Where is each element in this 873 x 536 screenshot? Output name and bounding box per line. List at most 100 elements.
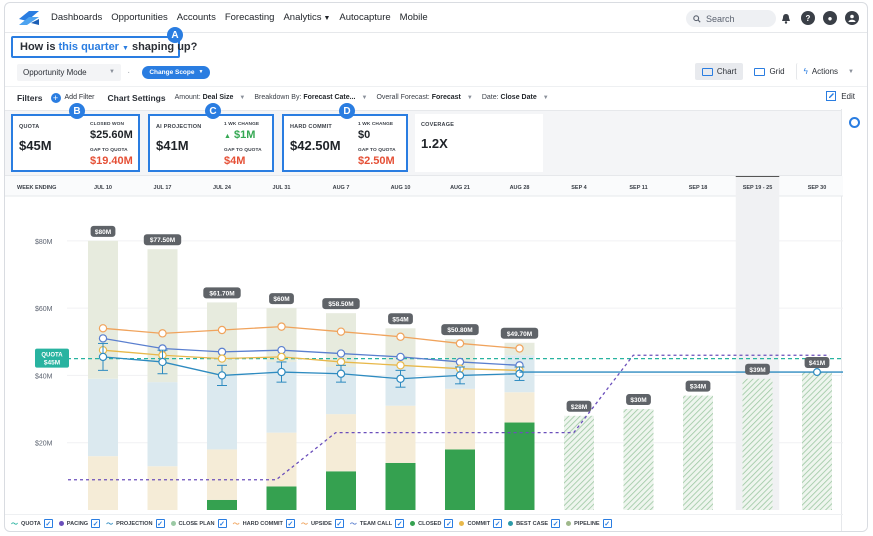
trend-line-icon: 〜 — [106, 520, 114, 528]
overall-forecast-select[interactable]: Overall Forecast: Forecast ▼ — [376, 94, 472, 101]
upside-point — [98, 324, 108, 333]
legend-item[interactable]: PIPELINE ✓ — [566, 519, 612, 528]
projection-point — [277, 367, 286, 377]
chevron-down-icon: ▼ — [466, 95, 473, 101]
date-key: Date: — [481, 94, 499, 101]
gear-icon[interactable] — [849, 117, 860, 128]
legend-item[interactable]: 〜 HARD COMMIT ✓ — [233, 519, 295, 529]
legend-item[interactable]: 〜 UPSIDE ✓ — [301, 519, 344, 529]
actions-button[interactable]: ϟ Actions ▼ — [795, 63, 861, 80]
search-input[interactable]: Search — [686, 10, 776, 27]
legend-item[interactable]: CLOSED ✓ — [410, 519, 454, 528]
ai-projection-card[interactable]: AI PROJECTION $41M 1 WK CHANGE ▲ $1M GAP… — [148, 114, 274, 172]
y-tick-label: $60M — [35, 306, 53, 313]
quota-label: QUOTA — [19, 124, 40, 130]
legend-checkbox[interactable]: ✓ — [493, 519, 503, 528]
legend-item[interactable]: 〜 TEAM CALL ✓ — [350, 519, 405, 529]
legend-checkbox[interactable]: ✓ — [444, 519, 454, 528]
nav-autocapture[interactable]: Autocapture — [339, 12, 391, 23]
dot-icon — [459, 521, 465, 526]
legend-checkbox[interactable]: ✓ — [334, 519, 344, 528]
closed-won-value: $25.60M — [90, 129, 133, 141]
commit-bar-segment — [326, 414, 356, 472]
legend-checkbox[interactable]: ✓ — [155, 519, 165, 528]
week-change-value: $0 — [358, 129, 371, 141]
nav-analytics[interactable]: Analytics ▼ — [283, 12, 330, 23]
nav-accounts[interactable]: Accounts — [176, 12, 216, 23]
week-change-label: 1 WK CHANGE — [358, 122, 394, 127]
legend-item[interactable]: CLOSE PLAN ✓ — [170, 519, 227, 528]
help-icon[interactable]: ? — [801, 11, 815, 25]
mode-bar: Opportunity Mode ▼ · Change Scope ▼ Char… — [5, 61, 867, 83]
top-icons: ? ● — [779, 11, 859, 25]
annotation-badge-d: D — [339, 103, 355, 119]
nav-opportunities[interactable]: Opportunities — [111, 12, 168, 23]
legend-checkbox[interactable]: ✓ — [602, 519, 612, 528]
legend-checkbox[interactable]: ✓ — [91, 519, 101, 528]
nav-forecasting[interactable]: Forecasting — [224, 12, 275, 23]
x-tick-label: AUG 10 — [391, 185, 411, 191]
team-call-point — [98, 334, 108, 343]
brand-logo-icon[interactable] — [17, 9, 41, 27]
commit-bar-segment — [207, 449, 237, 500]
gap-to-quota-label: GAP TO QUOTA — [358, 148, 396, 153]
total-data-label-bg — [388, 313, 413, 325]
change-scope-button[interactable]: Change Scope ▼ — [142, 65, 211, 79]
total-data-label: $58.50M — [328, 301, 353, 308]
quota-card[interactable]: QUOTA $45M CLOSED WON $25.60M GAP TO QUO… — [11, 114, 140, 172]
legend-checkbox[interactable]: ✓ — [395, 519, 405, 528]
legend-item[interactable]: 〜 QUOTA ✓ — [11, 519, 53, 529]
add-filter-icon[interactable]: + — [50, 92, 61, 103]
breakdown-select[interactable]: Breakdown By: Forecast Cate... ▼ — [254, 94, 367, 101]
app-window: Dashboards Opportunities Accounts Foreca… — [4, 2, 868, 532]
x-tick-label: AUG 28 — [510, 185, 530, 191]
edit-button[interactable]: Edit — [826, 91, 855, 101]
total-data-label-bg — [745, 363, 770, 375]
coverage-card[interactable]: COVERAGE 1.2X — [415, 114, 543, 172]
amount-select[interactable]: Amount: Deal Size ▼ — [175, 94, 246, 101]
legend-item[interactable]: PACING ✓ — [58, 519, 101, 528]
hard-commit-value: $42.50M — [290, 138, 341, 153]
legend-item[interactable]: 〜 PROJECTION ✓ — [106, 519, 165, 529]
nav-dashboards[interactable]: Dashboards — [51, 12, 103, 23]
dot-icon — [566, 521, 572, 526]
legend-checkbox[interactable]: ✓ — [43, 519, 53, 528]
total-data-label-bg — [566, 400, 592, 412]
x-tick-label: SEP 19 - 25 — [743, 185, 773, 191]
add-filter-button[interactable]: Add Filter — [64, 94, 95, 101]
nav-mobile[interactable]: Mobile — [399, 12, 428, 23]
commit-point — [336, 357, 346, 367]
chart-view-button[interactable]: Chart — [694, 63, 744, 80]
quarter-headline: How is this quarter ▼ shaping up? — [11, 36, 197, 58]
legend-item[interactable]: COMMIT ✓ — [459, 519, 503, 528]
period-selector[interactable]: this quarter ▼ — [58, 41, 129, 53]
date-select[interactable]: Date: Close Date ▼ — [482, 94, 549, 101]
commit-bar-segment — [266, 432, 297, 487]
projected-bar — [564, 415, 594, 510]
mode-select[interactable]: Opportunity Mode ▼ — [17, 63, 121, 81]
commit-bar-segment — [504, 392, 535, 423]
legend-label: UPSIDE — [310, 520, 332, 527]
chevron-down-icon: ▼ — [239, 95, 246, 101]
ai-projection-label: AI PROJECTION — [156, 124, 202, 130]
coverage-value: 1.2X — [421, 136, 448, 151]
total-data-label: $77.50M — [150, 237, 175, 244]
total-data-label: $60M — [273, 296, 289, 303]
location-pin-icon[interactable]: ● — [823, 11, 837, 25]
projection-point — [158, 357, 167, 367]
grid-view-button[interactable]: Grid — [747, 63, 791, 80]
hard-commit-label: HARD COMMIT — [290, 124, 332, 130]
legend-checkbox[interactable]: ✓ — [217, 519, 227, 528]
filter-bar: Filters + Add Filter Chart Settings Amou… — [5, 86, 867, 108]
legend-checkbox[interactable]: ✓ — [551, 519, 561, 528]
chevron-down-icon: ▼ — [323, 15, 331, 22]
bell-icon[interactable] — [779, 11, 793, 25]
mode-select-value: Opportunity Mode — [23, 67, 87, 77]
legend-item[interactable]: BEST CASE ✓ — [508, 519, 561, 528]
hard-commit-card[interactable]: HARD COMMIT $42.50M 1 WK CHANGE $0 GAP T… — [282, 114, 408, 172]
actions-label: Actions — [811, 67, 839, 76]
upside-point — [396, 332, 405, 341]
legend-checkbox[interactable]: ✓ — [285, 519, 295, 528]
user-avatar-icon[interactable] — [845, 11, 859, 25]
pacing-line — [68, 354, 830, 481]
